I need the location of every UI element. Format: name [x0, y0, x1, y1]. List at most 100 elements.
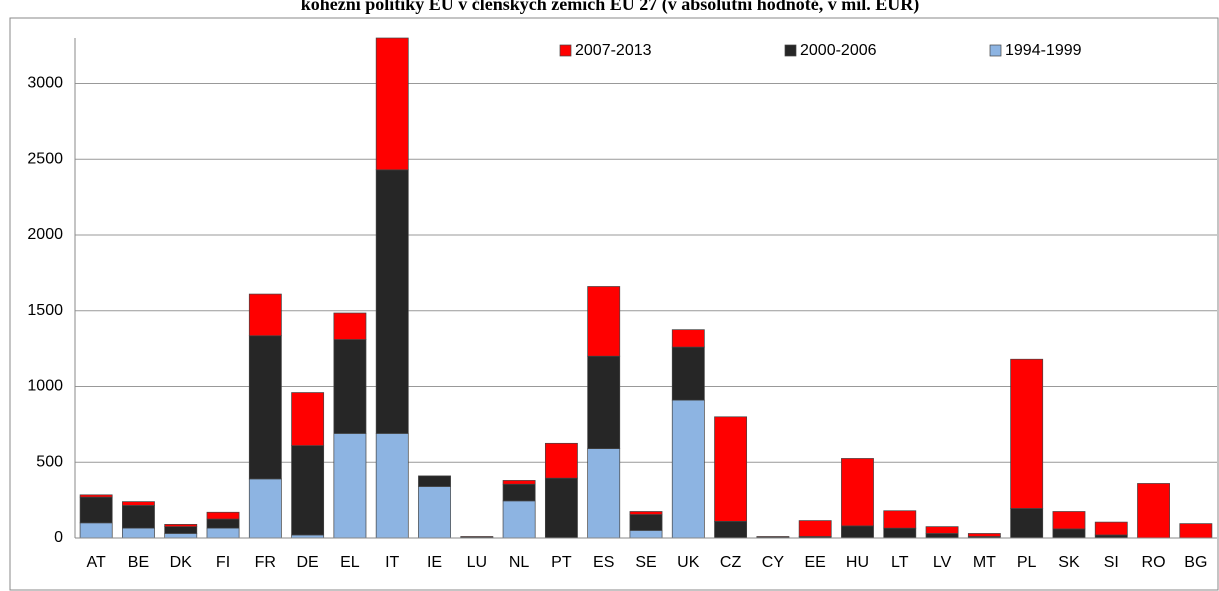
x-tick-label: AT — [87, 554, 106, 571]
bar-segment — [587, 448, 621, 539]
bar-segment — [333, 339, 367, 434]
bar-segment — [333, 312, 367, 340]
x-tick-label: LV — [933, 554, 952, 571]
x-tick-label: SI — [1104, 554, 1119, 571]
bar-segment — [248, 335, 282, 480]
legend-swatch — [989, 44, 1002, 57]
x-tick-label: CY — [762, 554, 785, 571]
bar-segment — [164, 526, 198, 534]
legend-label: 2000-2006 — [800, 42, 877, 59]
bar-segment — [375, 37, 409, 171]
bar-segment — [671, 346, 705, 401]
y-tick-label: 3000 — [27, 75, 63, 92]
bar-segment — [164, 524, 198, 527]
x-tick-label: UK — [677, 554, 700, 571]
x-tick-label: NL — [509, 554, 530, 571]
bar-segment — [841, 525, 874, 539]
bar-segment — [291, 392, 325, 446]
bar-segment — [1137, 483, 1170, 539]
bar-segment — [460, 536, 494, 538]
x-tick-label: SE — [635, 554, 656, 571]
x-tick-label: IT — [385, 554, 399, 571]
x-tick-label: PL — [1017, 554, 1037, 571]
bar-segment — [291, 445, 325, 536]
bar-segment — [587, 355, 621, 449]
bar-segment — [1010, 508, 1044, 539]
x-tick-label: HU — [846, 554, 869, 571]
bar-segment — [629, 530, 663, 539]
bar-segment — [248, 478, 282, 539]
bar-segment — [925, 533, 959, 539]
x-tick-label: DK — [170, 554, 193, 571]
bar-segment — [375, 433, 409, 539]
bar-segment — [206, 511, 240, 520]
x-tick-label: LU — [467, 554, 487, 571]
bar-segment — [883, 510, 917, 529]
bar-segment — [164, 533, 198, 539]
legend-label: 2007-2013 — [575, 42, 652, 59]
bar-segment — [714, 416, 748, 522]
bar-segment — [375, 169, 409, 434]
bar-segment — [502, 483, 536, 502]
bar-segment — [418, 475, 451, 487]
x-tick-label: MT — [973, 554, 996, 571]
y-tick-label: 1500 — [27, 302, 63, 319]
x-tick-label: PT — [551, 554, 572, 571]
bar-segment — [1179, 523, 1213, 539]
bar-segment — [587, 286, 621, 357]
y-tick-label: 2000 — [27, 226, 63, 243]
legend-label: 1994-1999 — [1005, 42, 1082, 59]
y-tick-label: 0 — [54, 529, 63, 546]
bar-segment — [798, 520, 832, 537]
bar-segment — [544, 477, 578, 539]
bar-segment — [671, 329, 705, 348]
bar-segment — [79, 496, 113, 524]
legend-swatch — [559, 44, 572, 57]
bar-segment — [544, 442, 578, 479]
bar-segment — [671, 399, 705, 539]
bar-segment — [248, 293, 282, 337]
x-tick-label: FI — [216, 554, 230, 571]
bar-segment — [629, 514, 663, 531]
x-tick-label: DE — [297, 554, 319, 571]
bar-segment — [502, 480, 536, 485]
bar-segment — [629, 511, 663, 515]
x-tick-label: BE — [128, 554, 149, 571]
x-tick-label: FR — [255, 554, 276, 571]
x-tick-label: BG — [1184, 554, 1207, 571]
bar-segment — [883, 527, 917, 539]
bar-segment — [418, 486, 451, 539]
y-tick-label: 1000 — [27, 378, 63, 395]
x-tick-label: ES — [593, 554, 614, 571]
x-tick-label: SK — [1058, 554, 1080, 571]
bar-segment — [1052, 511, 1086, 530]
bar-segment — [122, 505, 155, 529]
bar-segment — [756, 536, 790, 538]
bar-segment — [1052, 528, 1086, 539]
x-tick-label: RO — [1142, 554, 1166, 571]
bar-segment — [714, 520, 748, 539]
bar-segment — [122, 527, 155, 539]
bar-segment — [967, 533, 1001, 537]
bar-segment — [841, 458, 874, 527]
bar-segment — [1010, 358, 1044, 509]
x-tick-label: LT — [891, 554, 909, 571]
bar-segment — [206, 518, 240, 529]
bar-segment — [1094, 521, 1128, 536]
bar-segment — [79, 494, 113, 498]
bar-segment — [206, 527, 240, 539]
bar-segment — [502, 500, 536, 539]
y-tick-label: 500 — [36, 453, 63, 470]
x-tick-label: CZ — [720, 554, 742, 571]
y-tick-label: 2500 — [27, 150, 63, 167]
chart-frame — [9, 17, 1219, 591]
bar-segment — [925, 526, 959, 534]
legend-swatch — [784, 44, 797, 57]
bar-segment — [79, 522, 113, 539]
x-tick-label: EE — [805, 554, 826, 571]
bar-segment — [333, 433, 367, 539]
chart-title: kohezní politiky EU v členských zemích E… — [301, 0, 920, 15]
bar-segment — [122, 501, 155, 506]
x-tick-label: IE — [427, 554, 442, 571]
